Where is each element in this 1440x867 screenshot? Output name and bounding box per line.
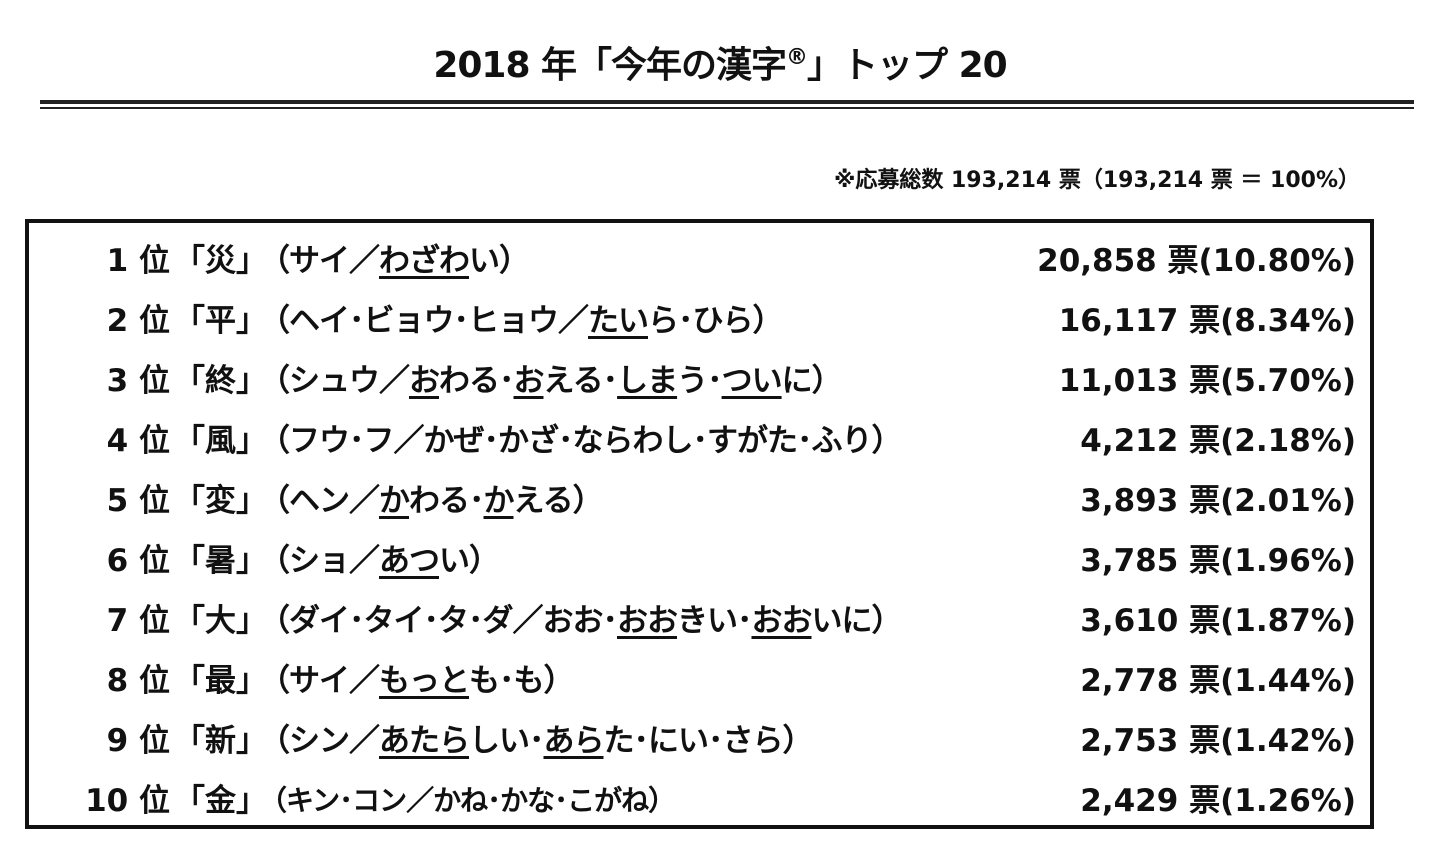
title-text: 2018 年「今年の漢字 <box>433 45 787 86</box>
vote-count: 2,753 票(1.42%) <box>1080 723 1356 759</box>
vote-count: 3,610 票(1.87%) <box>1080 603 1356 639</box>
reading-segment: い） <box>439 543 500 579</box>
reading: （ショ／あつい） <box>259 531 500 591</box>
vote-count: 2,778 票(1.44%) <box>1080 663 1356 699</box>
ranking-row: 7 位 「大」 （ダイ･タイ･タ･ダ／おお･おおきい･おおいに） 3,610 票… <box>29 591 1370 651</box>
reading-segment: える） <box>513 483 604 519</box>
reading: （ヘイ･ビョウ･ヒョウ／たいら･ひら） <box>259 291 783 351</box>
vote-count: 4,212 票(2.18%) <box>1080 423 1356 459</box>
reading-segment: に） <box>781 363 843 399</box>
reading-segment: （ヘイ･ビョウ･ヒョウ／ <box>259 303 589 339</box>
kanji: 「金」 <box>174 783 267 819</box>
kanji: 「災」 <box>174 243 267 279</box>
vote-count: 2,429 票(1.26%) <box>1080 783 1356 819</box>
rank: 3 位 <box>106 363 170 399</box>
reading-segment: わる･ <box>409 483 484 519</box>
kanji: 「風」 <box>174 423 267 459</box>
rank: 1 位 <box>106 243 170 279</box>
ranking-row: 4 位 「風」 （フウ･フ／かぜ･かざ･ならわし･すがた･ふり） 4,212 票… <box>29 411 1370 471</box>
ranking-row: 1 位 「災」 （サイ／わざわい） 20,858 票(10.80%) <box>29 231 1370 291</box>
reading: （サイ／わざわい） <box>259 231 530 291</box>
ranking-row: 2 位 「平」 （ヘイ･ビョウ･ヒョウ／たいら･ひら） 16,117 票(8.3… <box>29 291 1370 351</box>
ranking-row: 9 位 「新」 （シン／あたらしい･あらた･にい･さら） 2,753 票(1.4… <box>29 711 1370 771</box>
reading: （シン／あたらしい･あらた･にい･さら） <box>259 711 814 771</box>
reading-segment: しま <box>617 363 678 399</box>
reading: （フウ･フ／かぜ･かざ･ならわし･すがた･ふり） <box>259 411 902 471</box>
reading-segment: あら <box>543 723 605 759</box>
reading-segment: つい <box>721 363 783 399</box>
reading-segment: （サイ／ <box>259 663 380 699</box>
kanji: 「大」 <box>174 603 267 639</box>
rank: 5 位 <box>106 483 170 519</box>
reading-segment: あたら <box>379 723 470 759</box>
page-title: 2018 年「今年の漢字®」トップ 20 <box>0 36 1440 88</box>
rank: 7 位 <box>106 603 170 639</box>
ranking-row: 8 位 「最」 （サイ／もっとも･も） 2,778 票(1.44%) <box>29 651 1370 711</box>
title-suffix: 」トップ 20 <box>807 45 1008 86</box>
rank: 9 位 <box>106 723 170 759</box>
reading: （サイ／もっとも･も） <box>259 651 574 711</box>
vote-count: 16,117 票(8.34%) <box>1058 303 1356 339</box>
reading: （ダイ･タイ･タ･ダ／おお･おおきい･おおいに） <box>259 591 903 651</box>
reading-segment: きい･ <box>677 603 752 639</box>
rank: 8 位 <box>106 663 170 699</box>
kanji: 「暑」 <box>174 543 267 579</box>
kanji: 「新」 <box>174 723 267 759</box>
reading-segment: しい･ <box>469 723 544 759</box>
reading-segment: わざわ <box>379 243 470 279</box>
reading-segment: おお <box>617 603 678 639</box>
title-rule-thin <box>40 107 1414 109</box>
reading-segment: い） <box>469 243 530 279</box>
vote-count: 20,858 票(10.80%) <box>1037 243 1356 279</box>
reading-segment: （ヘン／ <box>259 483 380 519</box>
reading-segment: （サイ／ <box>259 243 380 279</box>
reading-segment: （ショ／ <box>259 543 380 579</box>
reading: （ヘン／かわる･かえる） <box>259 471 604 531</box>
ranking-row: 10 位 「金」 （キン･コン／かね･かな･こがね） 2,429 票(1.26%… <box>29 771 1370 831</box>
reading: （キン･コン／かね･かな･こがね） <box>259 771 676 831</box>
vote-count: 11,013 票(5.70%) <box>1058 363 1356 399</box>
reading-segment: か <box>483 483 515 519</box>
kanji: 「平」 <box>174 303 267 339</box>
reading-segment: ら･ひら） <box>648 303 783 339</box>
reading-segment: も･も） <box>469 663 574 699</box>
vote-count: 3,893 票(2.01%) <box>1080 483 1356 519</box>
reading-segment: いに） <box>811 603 903 639</box>
reading-segment: お <box>409 363 440 399</box>
reading-segment: お <box>513 363 545 399</box>
reading-segment: （キン･コン／かね･かな･こがね） <box>259 784 676 817</box>
vote-count: 3,785 票(1.96%) <box>1080 543 1356 579</box>
reading-segment: （フウ･フ／かぜ･かざ･ならわし･すがた･ふり） <box>259 423 902 459</box>
rank: 6 位 <box>106 543 170 579</box>
reading-segment: （シュウ／ <box>259 363 410 399</box>
total-votes: ※応募総数 193,214 票（193,214 票 ＝ 100%） <box>833 168 1360 193</box>
kanji: 「終」 <box>174 363 267 399</box>
rank: 2 位 <box>106 303 170 339</box>
reading-segment: もっと <box>379 663 470 699</box>
reading-segment: か <box>379 483 410 519</box>
title-rule-thick <box>40 100 1414 104</box>
registered-mark: ® <box>786 45 808 70</box>
reading-segment: える･ <box>543 363 619 399</box>
reading-segment: （シン／ <box>259 723 380 759</box>
reading-segment: たい <box>588 303 649 339</box>
ranking-row: 6 位 「暑」 （ショ／あつい） 3,785 票(1.96%) <box>29 531 1370 591</box>
reading-segment: う･ <box>677 363 722 399</box>
reading-segment: おお <box>751 603 813 639</box>
ranking-row: 5 位 「変」 （ヘン／かわる･かえる） 3,893 票(2.01%) <box>29 471 1370 531</box>
reading: （シュウ／おわる･おえる･しまう･ついに） <box>259 351 843 411</box>
ranking-row: 3 位 「終」 （シュウ／おわる･おえる･しまう･ついに） 11,013 票(5… <box>29 351 1370 411</box>
kanji: 「最」 <box>174 663 267 699</box>
ranking-table: 1 位 「災」 （サイ／わざわい） 20,858 票(10.80%) 2 位 「平… <box>25 219 1374 829</box>
reading-segment: た･にい･さら） <box>603 723 814 759</box>
reading-segment: わる･ <box>439 363 514 399</box>
reading-segment: あつ <box>379 543 440 579</box>
reading-segment: （ダイ･タイ･タ･ダ／おお･ <box>259 603 618 639</box>
rank: 10 位 <box>85 783 170 819</box>
rank: 4 位 <box>106 423 170 459</box>
kanji: 「変」 <box>174 483 267 519</box>
